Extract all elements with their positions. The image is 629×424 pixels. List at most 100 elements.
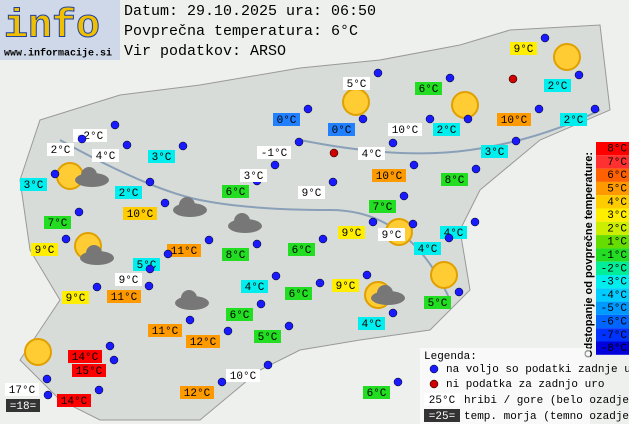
station-dot [393,377,403,387]
station-dot [50,169,60,179]
temp-label: 17°C [9,385,36,397]
station-dot [284,321,294,331]
scale-label: -1°C [601,250,628,262]
temp-box [358,147,385,160]
temp-box [414,242,441,255]
station-dot [463,114,473,124]
temp-label: -1°C [261,148,288,160]
station-dot [122,140,132,150]
station-dot [408,219,418,229]
station-dot [318,234,328,244]
station-dot [315,278,325,288]
temp-label: 5°C [347,79,367,91]
scale-label: 1°C [607,237,627,249]
cloud-icon [86,245,102,261]
temp-box [328,123,355,136]
station-dot [77,134,87,144]
temp-label: 6°C [230,310,250,322]
temp-box [47,143,74,156]
temp-label: 11°C [111,292,138,304]
temp-box [372,169,406,182]
temp-box [186,335,220,348]
station-dot [94,385,104,395]
temp-label: 5°C [428,298,448,310]
legend-swatch [424,393,460,406]
temp-box [20,178,47,191]
temp-label: 15°C [76,366,103,378]
temp-box [358,317,385,330]
temp-box [332,279,359,292]
temp-label: 3°C [244,171,264,183]
station-dot [540,33,550,43]
temp-box [343,77,370,90]
scale-swatch [596,261,629,275]
station-dot [145,264,155,274]
scale-label: -7°C [601,330,628,342]
temp-label: 3°C [485,147,505,159]
legend-dot [429,364,439,374]
temp-label: 7°C [48,218,68,230]
temp-label: 10°C [127,209,154,221]
station-dot [373,68,383,78]
station-dot [454,287,464,297]
temp-label: 9°C [514,44,534,56]
temp-label: 14°C [72,352,99,364]
temp-label: 11°C [171,246,198,258]
temp-label: 2°C [119,188,139,200]
sun-icon [342,88,370,116]
station-dot [368,217,378,227]
station-dot [223,326,233,336]
station-dot-missing [508,74,518,84]
legend-title: Legenda: [424,351,477,363]
temp-label: 14°C [61,396,88,408]
temp-label: 9°C [342,228,362,240]
site: www.informacije.si [4,48,112,60]
scale-swatch [596,181,629,196]
scale-swatch [596,248,629,262]
temp-label: 3°C [152,152,172,164]
temp-label: 9°C [119,275,139,287]
temp-label: 2°C [564,115,584,127]
logo: info [4,5,100,50]
temp-label: 6°C [289,289,309,301]
station-dot [590,104,600,114]
scale-label: 4°C [607,197,627,209]
temp-label: 10°C [392,125,419,137]
station-dot [444,233,454,243]
temp-label: 12°C [190,337,217,349]
scale-swatch [596,235,629,249]
scale-swatch [596,341,629,355]
temp-label: 10°C [376,171,403,183]
average: Povprečna temperatura: 6°C [124,23,358,40]
temp-box [6,399,40,412]
temp-label: 4°C [96,151,116,163]
temp-label: 2°C [437,125,457,137]
station-dot [425,114,435,124]
temp-label: 4°C [362,149,382,161]
temp-box [226,308,253,321]
sun-icon [553,43,581,71]
station-dot [470,217,480,227]
temp-box [72,364,106,377]
sun-icon [24,338,52,366]
scale-label: 2°C [607,223,627,235]
legend-text: hribi / gore (belo ozadje) [464,395,629,407]
station-dot [399,191,409,201]
station-dot [109,355,119,365]
temp-box [180,386,214,399]
source: Vir podatkov: ARSO [124,43,286,60]
temp-label: 8°C [445,175,465,187]
temp-box [285,287,312,300]
station-dot [74,207,84,217]
temp-label: 10°C [230,371,257,383]
temp-box [68,350,102,363]
temp-box [57,394,91,407]
station-dot [204,235,214,245]
station-dot [534,104,544,114]
temp-box [254,330,281,343]
temp-box [288,243,315,256]
station-dot [185,315,195,325]
temp-label: =18= [10,401,36,413]
temp-label: 5°C [258,332,278,344]
